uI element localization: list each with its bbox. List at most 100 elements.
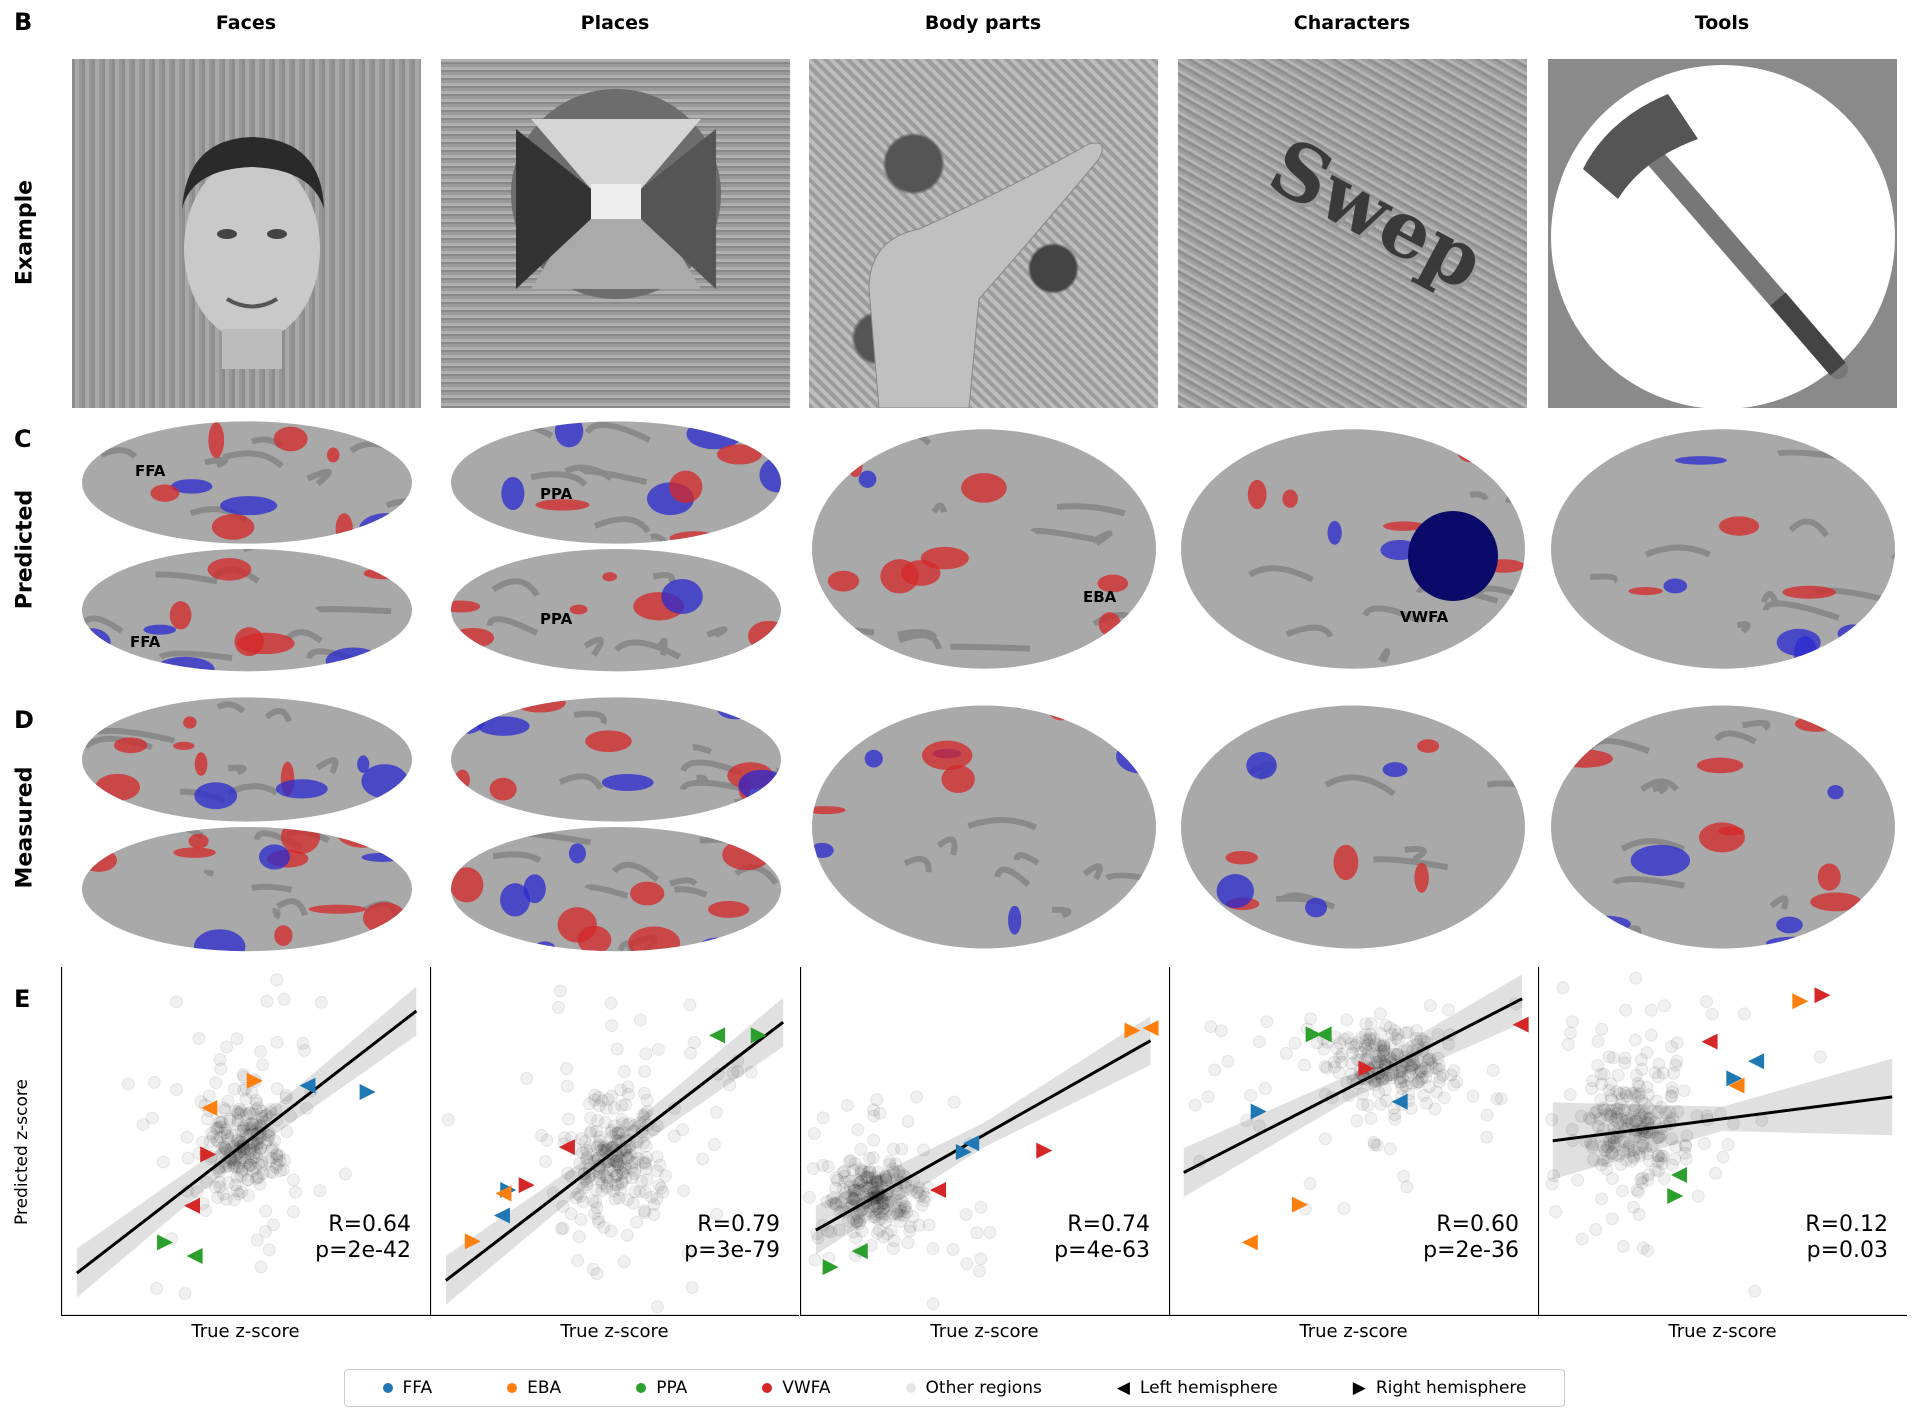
other-region-point bbox=[194, 1095, 208, 1109]
roi-label-vwfa: VWFA bbox=[1400, 608, 1449, 626]
brain-map-predicted-0 bbox=[82, 421, 412, 672]
other-region-point bbox=[1361, 1098, 1375, 1112]
other-region-point bbox=[248, 1146, 262, 1160]
other-region-point bbox=[212, 1115, 226, 1129]
cortex-surface bbox=[451, 697, 781, 822]
other-region-point bbox=[1596, 1153, 1610, 1167]
row-label-example: Example bbox=[12, 179, 38, 286]
roi-point-ppa-left bbox=[851, 1243, 868, 1260]
other-region-point bbox=[1597, 1103, 1611, 1117]
other-region-point bbox=[890, 1206, 904, 1220]
activation-blob bbox=[1327, 520, 1342, 545]
cortex-surface bbox=[812, 429, 1156, 669]
other-region-point bbox=[276, 1163, 290, 1177]
other-region-point bbox=[1615, 1113, 1629, 1127]
roi-point-eba-left bbox=[201, 1099, 218, 1116]
other-region-point bbox=[245, 1085, 259, 1099]
other-region-point bbox=[667, 1129, 681, 1143]
other-region-point bbox=[983, 1225, 997, 1239]
activation-blob bbox=[1382, 762, 1408, 778]
other-region-point bbox=[249, 1093, 263, 1107]
other-region-point bbox=[709, 1105, 723, 1119]
other-region-point bbox=[1603, 1107, 1617, 1121]
roi-point-vwfa-left bbox=[1701, 1033, 1718, 1050]
activation-blob bbox=[827, 570, 860, 592]
legend-item-eba: EBA bbox=[507, 1378, 561, 1398]
other-region-point bbox=[870, 1175, 884, 1189]
activation-blob bbox=[1698, 822, 1746, 853]
other-region-point bbox=[241, 1173, 255, 1187]
other-region-point bbox=[1444, 1068, 1458, 1082]
activation-blob bbox=[363, 567, 407, 580]
other-region-point bbox=[1480, 1108, 1494, 1122]
other-region-point bbox=[865, 1175, 879, 1189]
other-region-point bbox=[206, 1129, 220, 1143]
other-region-point bbox=[726, 1066, 740, 1080]
activation-blob bbox=[361, 764, 409, 799]
other-region-point bbox=[1600, 1154, 1614, 1168]
roi-point-eba-right bbox=[1124, 1022, 1141, 1039]
other-region-point bbox=[558, 1131, 572, 1145]
other-region-point bbox=[1393, 1071, 1407, 1085]
other-region-point bbox=[608, 1170, 622, 1184]
other-region-point bbox=[1390, 1048, 1404, 1062]
other-region-point bbox=[1633, 1130, 1647, 1144]
other-region-point bbox=[1691, 1189, 1705, 1203]
roi-label-ffa-bottom: FFA bbox=[130, 633, 161, 651]
other-region-point bbox=[867, 1133, 881, 1147]
other-region-point bbox=[614, 1124, 628, 1138]
other-region-point bbox=[218, 1160, 232, 1174]
other-region-point bbox=[838, 1191, 852, 1205]
other-region-point bbox=[1635, 1109, 1649, 1123]
other-region-point bbox=[251, 1101, 265, 1115]
roi-point-ffa-right bbox=[359, 1083, 376, 1100]
other-region-point bbox=[621, 1087, 635, 1101]
other-region-point bbox=[654, 1181, 668, 1195]
other-region-point bbox=[744, 1065, 758, 1079]
other-region-point bbox=[556, 1199, 570, 1213]
activation-blob bbox=[451, 706, 486, 735]
other-region-point bbox=[1359, 1017, 1373, 1031]
other-region-point bbox=[974, 1252, 988, 1266]
other-region-point bbox=[1367, 1135, 1381, 1149]
other-region-point bbox=[213, 1180, 227, 1194]
other-region-point bbox=[879, 1173, 893, 1187]
other-region-point bbox=[892, 1187, 906, 1201]
legend-label: EBA bbox=[527, 1378, 562, 1398]
other-region-point bbox=[866, 1151, 880, 1165]
other-region-point bbox=[597, 1141, 611, 1155]
other-region-point bbox=[254, 1141, 268, 1155]
activation-blob bbox=[1333, 844, 1359, 881]
other-region-point bbox=[880, 1203, 894, 1217]
other-region-point bbox=[1671, 1104, 1685, 1118]
other-region-point bbox=[1373, 1007, 1387, 1021]
other-region-point bbox=[252, 1171, 266, 1185]
other-region-point bbox=[273, 1154, 287, 1168]
other-region-point bbox=[852, 1176, 866, 1190]
other-region-point bbox=[150, 1281, 164, 1295]
other-region-point bbox=[846, 1192, 860, 1206]
other-region-point bbox=[261, 1133, 275, 1147]
other-region-point bbox=[1588, 1106, 1602, 1120]
other-region-point bbox=[268, 1134, 282, 1148]
example-image-tool bbox=[1548, 59, 1897, 408]
roi-point-ffa-right bbox=[955, 1143, 972, 1160]
other-region-point bbox=[881, 1227, 895, 1241]
other-region-point bbox=[590, 1267, 604, 1281]
other-region-point bbox=[239, 1118, 253, 1132]
legend-item-other: Other regions bbox=[905, 1378, 1042, 1398]
other-region-point bbox=[218, 1141, 232, 1155]
other-region-point bbox=[1651, 1149, 1665, 1163]
other-region-point bbox=[1679, 1152, 1693, 1166]
other-region-point bbox=[1373, 1026, 1387, 1040]
other-region-point bbox=[637, 1110, 651, 1124]
legend-label: Right hemisphere bbox=[1375, 1378, 1527, 1398]
other-region-point bbox=[593, 1130, 607, 1144]
other-region-point bbox=[840, 1098, 854, 1112]
other-region-point bbox=[605, 1089, 619, 1103]
other-region-point bbox=[246, 1139, 260, 1153]
activation-blob bbox=[336, 827, 389, 848]
roi-point-ppa-right bbox=[157, 1234, 174, 1251]
activation-blob bbox=[1563, 437, 1601, 449]
other-region-point bbox=[887, 1207, 901, 1221]
